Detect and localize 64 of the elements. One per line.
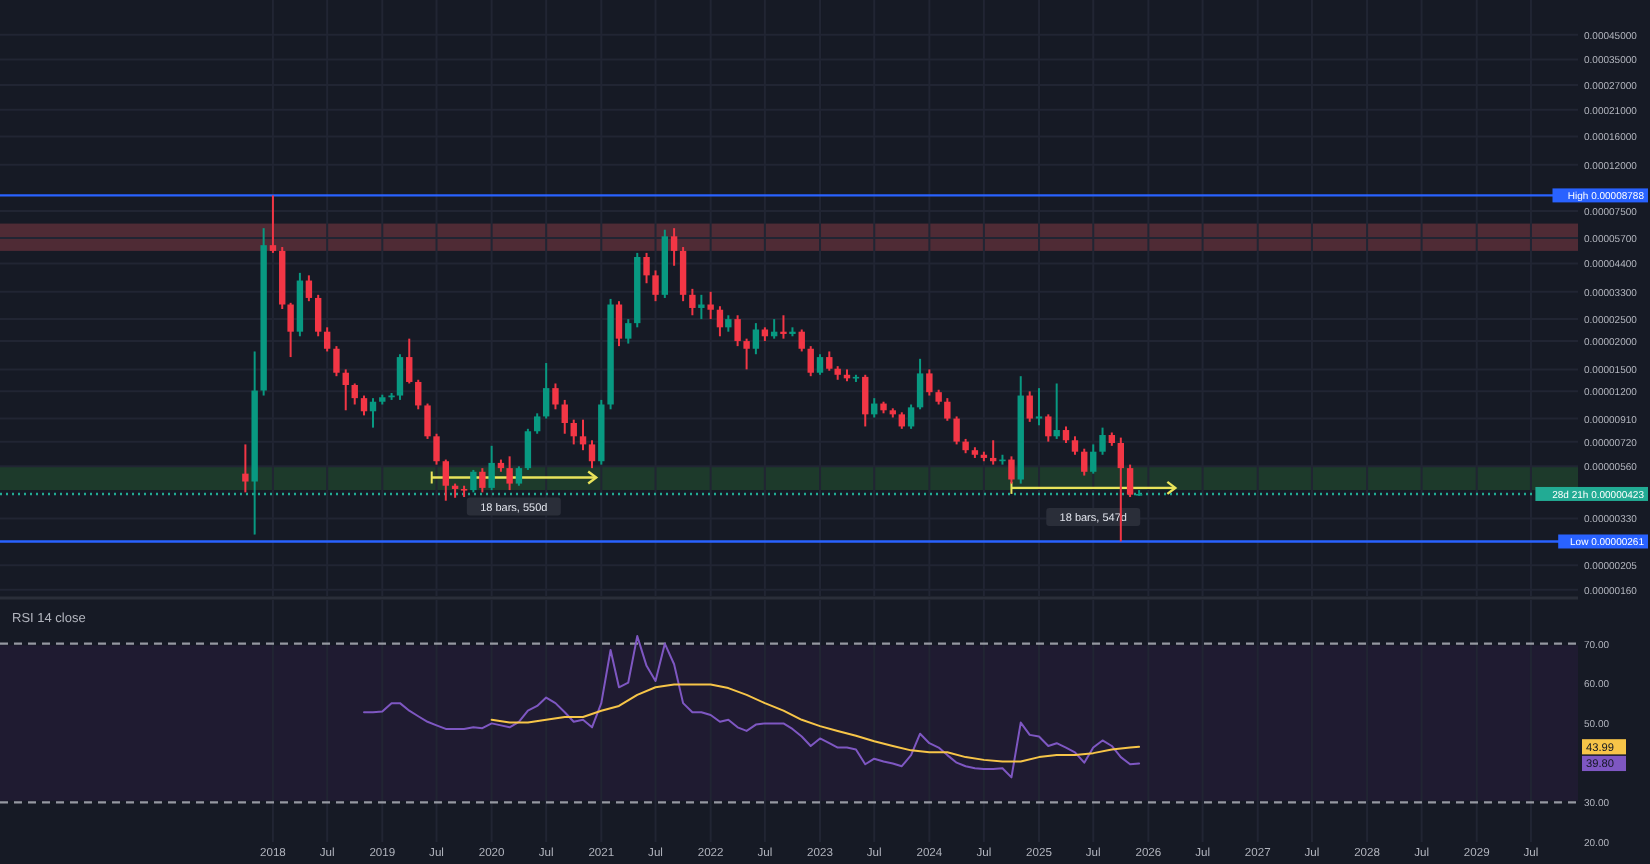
candlestick xyxy=(1099,426,1106,456)
candlestick xyxy=(433,432,440,466)
candlestick xyxy=(953,415,960,446)
candlestick xyxy=(707,290,714,321)
candlestick xyxy=(862,373,869,428)
candlestick xyxy=(826,350,833,372)
candlestick xyxy=(561,398,568,435)
candlestick xyxy=(643,251,650,285)
candlestick xyxy=(287,301,294,359)
candlestick xyxy=(333,345,340,378)
candlestick xyxy=(926,368,933,397)
candlestick xyxy=(552,382,559,411)
candlestick xyxy=(479,467,486,494)
candlestick xyxy=(1090,443,1097,475)
candlestick xyxy=(679,246,687,303)
candlestick xyxy=(1026,390,1033,423)
candlestick xyxy=(524,427,532,471)
line-series xyxy=(363,635,1141,779)
candlestick xyxy=(424,402,431,440)
candlestick xyxy=(1035,387,1043,427)
candlestick xyxy=(305,274,313,303)
candlestick xyxy=(396,353,404,401)
candlestick xyxy=(269,194,277,254)
candlestick xyxy=(752,322,760,356)
candlestick xyxy=(351,382,358,406)
candlestick xyxy=(1126,463,1134,499)
candlestick xyxy=(506,455,513,492)
candlestick xyxy=(734,314,741,348)
candlestick xyxy=(588,439,596,470)
candlestick xyxy=(780,314,787,340)
candlestick xyxy=(698,293,705,321)
candlestick xyxy=(689,287,696,317)
candlestick xyxy=(670,227,678,267)
candlestick xyxy=(1071,435,1079,456)
candlestick xyxy=(515,465,523,487)
candlestick xyxy=(916,357,924,411)
candlestick xyxy=(415,378,422,411)
candlestick xyxy=(360,394,368,417)
candlestick xyxy=(625,318,632,345)
candlestick xyxy=(1053,382,1060,440)
candlestick xyxy=(323,326,331,353)
candlestick xyxy=(652,269,659,303)
candlestick xyxy=(1045,413,1052,443)
candlestick xyxy=(488,444,495,492)
candlestick xyxy=(470,468,477,494)
line-series xyxy=(490,683,1141,763)
candlestick xyxy=(807,345,814,378)
candlestick xyxy=(743,337,750,371)
candlestick xyxy=(406,337,413,385)
candlestick xyxy=(570,418,577,446)
candlestick xyxy=(816,353,824,376)
candlestick xyxy=(542,362,550,420)
candlestick xyxy=(314,293,322,338)
candlestick xyxy=(615,300,623,348)
candlestick xyxy=(944,397,951,422)
candlestick xyxy=(342,368,349,412)
candlestick xyxy=(579,418,587,452)
candlestick xyxy=(798,328,805,353)
candlestick xyxy=(442,458,450,502)
candlestick xyxy=(907,403,915,430)
candlestick xyxy=(533,412,541,435)
candlestick xyxy=(1081,447,1088,477)
candlestick xyxy=(716,305,724,338)
candlestick xyxy=(242,443,249,494)
